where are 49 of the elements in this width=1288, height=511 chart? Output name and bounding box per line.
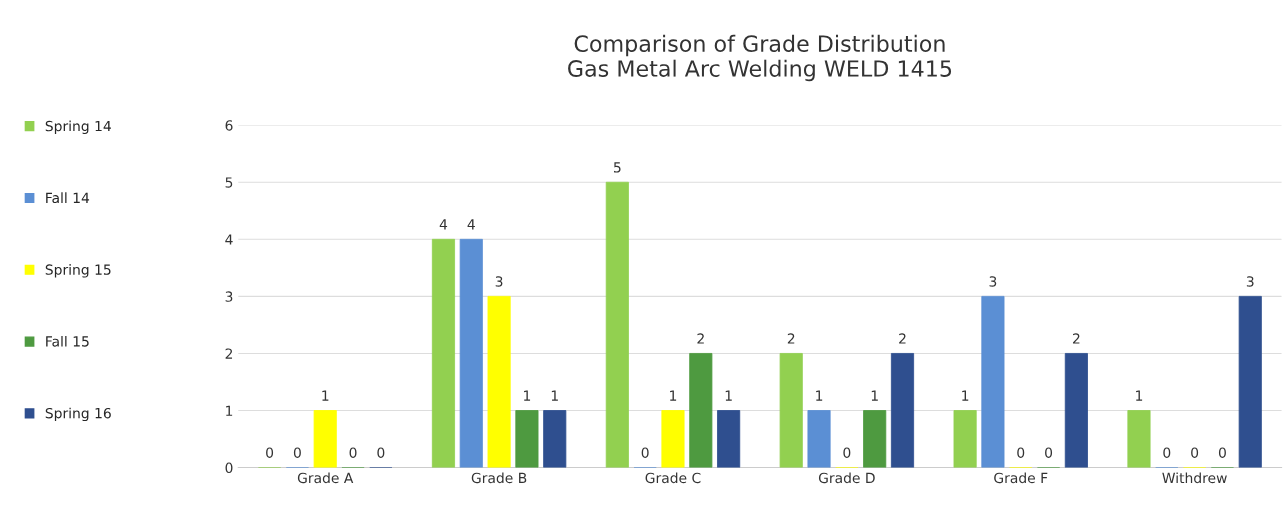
data-label: 0: [266, 447, 274, 458]
y-tick-label: 6: [225, 120, 233, 131]
data-label: 0: [1191, 447, 1199, 458]
legend-label: Fall 14: [46, 192, 90, 204]
data-label: 1: [962, 390, 969, 401]
x-tick-label: Withdrew: [1162, 472, 1227, 484]
data-label: 4: [439, 219, 448, 230]
x-tick-label: Grade F: [994, 472, 1048, 484]
y-tick-label: 1: [226, 405, 233, 416]
data-label: 3: [495, 276, 503, 287]
data-label: 0: [1218, 447, 1226, 458]
data-label: 0: [349, 447, 357, 458]
data-label: 1: [816, 390, 823, 401]
y-tick-label: 5: [225, 177, 233, 188]
x-tick-label: Grade B: [471, 472, 527, 484]
data-label: 3: [1246, 276, 1254, 287]
y-tick-label: 0: [225, 462, 233, 474]
x-tick-label: Grade D: [818, 472, 875, 484]
data-label: 0: [1163, 447, 1171, 458]
data-label: 1: [1136, 390, 1143, 401]
data-label: 1: [322, 390, 329, 401]
data-label: 3: [989, 276, 997, 287]
y-tick-label: 2: [225, 348, 233, 359]
data-label: 1: [670, 390, 677, 401]
data-label: 1: [551, 390, 558, 401]
legend-label: Spring 14: [45, 120, 111, 134]
data-label: 2: [899, 333, 906, 344]
data-label: 1: [725, 390, 732, 401]
data-label: 0: [641, 447, 649, 458]
data-label: 1: [524, 390, 531, 401]
legend-label: Fall 15: [46, 335, 89, 347]
y-tick-label: 4: [225, 234, 233, 245]
data-label: 4: [467, 219, 475, 230]
x-tick-label: Grade A: [297, 472, 354, 484]
legend-label: Spring 15: [45, 264, 111, 278]
data-label: 5: [613, 162, 621, 173]
data-label: 1: [871, 390, 878, 401]
y-tick-label: 3: [225, 291, 233, 302]
data-label: 2: [787, 333, 795, 344]
x-tick-label: Grade C: [645, 472, 701, 484]
data-label: 2: [1072, 333, 1080, 344]
legend-label: Spring 16: [45, 407, 111, 422]
data-label: 0: [293, 447, 301, 458]
data-label: 0: [377, 447, 385, 458]
data-label: 0: [843, 447, 851, 458]
data-label: 0: [1045, 447, 1053, 458]
chart-title: Comparison of Grade Distribution Gas Metal Arc Welding WELD 1415: [568, 34, 952, 82]
data-label: 0: [1017, 447, 1025, 458]
data-label: 2: [697, 333, 704, 344]
